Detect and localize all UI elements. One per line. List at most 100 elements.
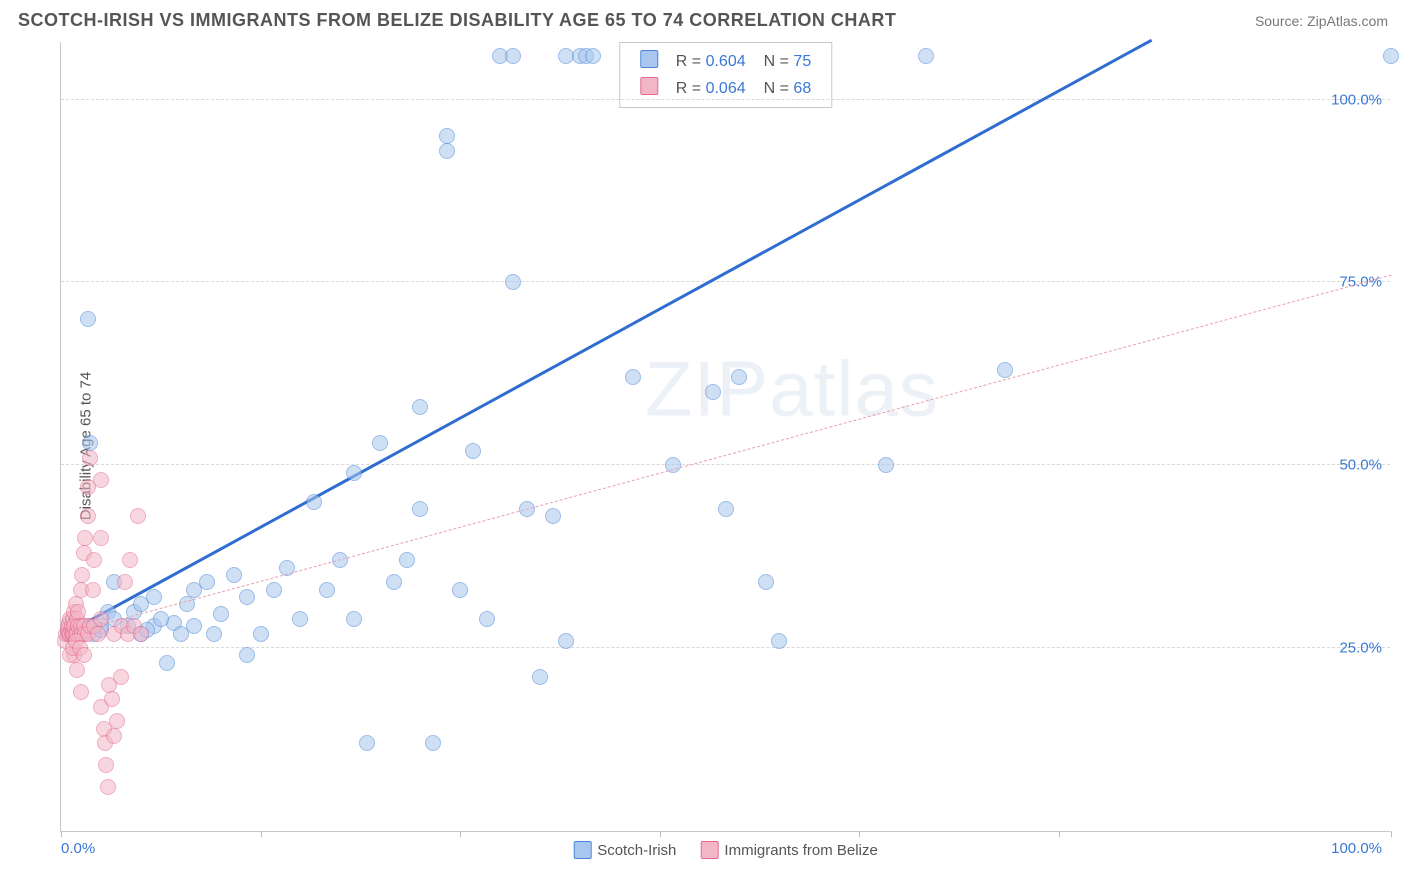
scatter-point-belize (130, 508, 146, 524)
scatter-point-scotch_irish (479, 611, 495, 627)
r-label: R = (676, 80, 701, 97)
trend-line-belize (68, 274, 1392, 633)
scatter-point-scotch_irish (439, 128, 455, 144)
x-tick (261, 831, 262, 837)
r-value-belize: 0.064 (706, 80, 746, 97)
scatter-point-scotch_irish (80, 311, 96, 327)
n-value-belize: 68 (793, 80, 811, 97)
x-tick (660, 831, 661, 837)
scatter-point-scotch_irish (346, 465, 362, 481)
gridline-h (61, 99, 1390, 100)
watermark: ZIPatlas (645, 344, 939, 435)
scatter-point-belize (122, 552, 138, 568)
x-tick (1059, 831, 1060, 837)
x-tick (460, 831, 461, 837)
r-label: R = (676, 53, 701, 70)
n-value-scotch-irish: 75 (793, 53, 811, 70)
y-tick-label: 100.0% (1331, 91, 1382, 108)
scatter-point-belize (70, 604, 86, 620)
r-value-scotch-irish: 0.604 (706, 53, 746, 70)
scatter-point-scotch_irish (585, 48, 601, 64)
plot-area: ZIPatlas R = 0.604 N = 75 R = 0.064 N = … (60, 42, 1390, 832)
scatter-point-belize (69, 662, 85, 678)
scatter-point-belize (93, 472, 109, 488)
scatter-point-scotch_irish (452, 582, 468, 598)
scatter-point-belize (133, 626, 149, 642)
scatter-point-scotch_irish (465, 443, 481, 459)
scatter-point-scotch_irish (253, 626, 269, 642)
scatter-point-scotch_irish (319, 582, 335, 598)
scatter-point-scotch_irish (731, 369, 747, 385)
scatter-point-belize (74, 567, 90, 583)
scatter-point-belize (98, 757, 114, 773)
x-tick-min: 0.0% (61, 840, 95, 857)
x-tick-max: 100.0% (1331, 840, 1382, 857)
scatter-point-scotch_irish (292, 611, 308, 627)
scatter-point-scotch_irish (186, 618, 202, 634)
scatter-point-belize (93, 611, 109, 627)
scatter-point-belize (109, 713, 125, 729)
stats-swatch-scotch-irish (640, 50, 658, 68)
gridline-h (61, 464, 1390, 465)
scatter-point-scotch_irish (1383, 48, 1399, 64)
scatter-point-belize (93, 530, 109, 546)
scatter-point-scotch_irish (239, 589, 255, 605)
scatter-point-scotch_irish (505, 274, 521, 290)
stats-row-belize: R = 0.064 N = 68 (632, 76, 819, 101)
legend-item-scotch-irish: Scotch-Irish (573, 841, 676, 859)
scatter-point-scotch_irish (425, 735, 441, 751)
scatter-point-belize (104, 691, 120, 707)
scatter-point-scotch_irish (878, 457, 894, 473)
scatter-point-scotch_irish (439, 143, 455, 159)
chart-source: Source: ZipAtlas.com (1255, 13, 1388, 29)
scatter-point-scotch_irish (758, 574, 774, 590)
scatter-point-scotch_irish (372, 435, 388, 451)
scatter-point-scotch_irish (199, 574, 215, 590)
scatter-point-scotch_irish (346, 611, 362, 627)
n-label: N = (764, 80, 789, 97)
gridline-h (61, 281, 1390, 282)
scatter-point-scotch_irish (705, 384, 721, 400)
y-tick-label: 25.0% (1339, 640, 1382, 657)
scatter-point-belize (82, 450, 98, 466)
legend-item-belize: Immigrants from Belize (700, 841, 877, 859)
scatter-point-scotch_irish (146, 589, 162, 605)
scatter-point-scotch_irish (153, 611, 169, 627)
scatter-point-scotch_irish (239, 647, 255, 663)
scatter-point-scotch_irish (558, 633, 574, 649)
chart-header: SCOTCH-IRISH VS IMMIGRANTS FROM BELIZE D… (18, 10, 1388, 31)
scatter-point-scotch_irish (505, 48, 521, 64)
scatter-point-scotch_irish (918, 48, 934, 64)
legend-label-belize: Immigrants from Belize (724, 842, 877, 859)
scatter-point-scotch_irish (306, 494, 322, 510)
scatter-point-belize (90, 626, 106, 642)
scatter-point-scotch_irish (412, 501, 428, 517)
scatter-point-belize (77, 530, 93, 546)
scatter-point-belize (117, 574, 133, 590)
scatter-point-belize (80, 508, 96, 524)
n-label: N = (764, 53, 789, 70)
x-tick (1391, 831, 1392, 837)
scatter-point-scotch_irish (386, 574, 402, 590)
stats-swatch-belize (640, 77, 658, 95)
y-tick-label: 50.0% (1339, 457, 1382, 474)
scatter-point-scotch_irish (718, 501, 734, 517)
scatter-point-belize (113, 669, 129, 685)
legend-bottom: Scotch-Irish Immigrants from Belize (573, 841, 878, 859)
legend-swatch-scotch-irish (573, 841, 591, 859)
scatter-point-belize (73, 684, 89, 700)
scatter-point-scotch_irish (159, 655, 175, 671)
scatter-point-scotch_irish (266, 582, 282, 598)
x-tick (61, 831, 62, 837)
scatter-point-scotch_irish (399, 552, 415, 568)
scatter-point-scotch_irish (625, 369, 641, 385)
scatter-point-scotch_irish (213, 606, 229, 622)
scatter-point-belize (76, 647, 92, 663)
scatter-point-scotch_irish (412, 399, 428, 415)
scatter-point-scotch_irish (545, 508, 561, 524)
scatter-point-scotch_irish (206, 626, 222, 642)
scatter-point-belize (106, 728, 122, 744)
chart-title: SCOTCH-IRISH VS IMMIGRANTS FROM BELIZE D… (18, 10, 896, 31)
scatter-point-belize (86, 552, 102, 568)
legend-label-scotch-irish: Scotch-Irish (597, 842, 676, 859)
